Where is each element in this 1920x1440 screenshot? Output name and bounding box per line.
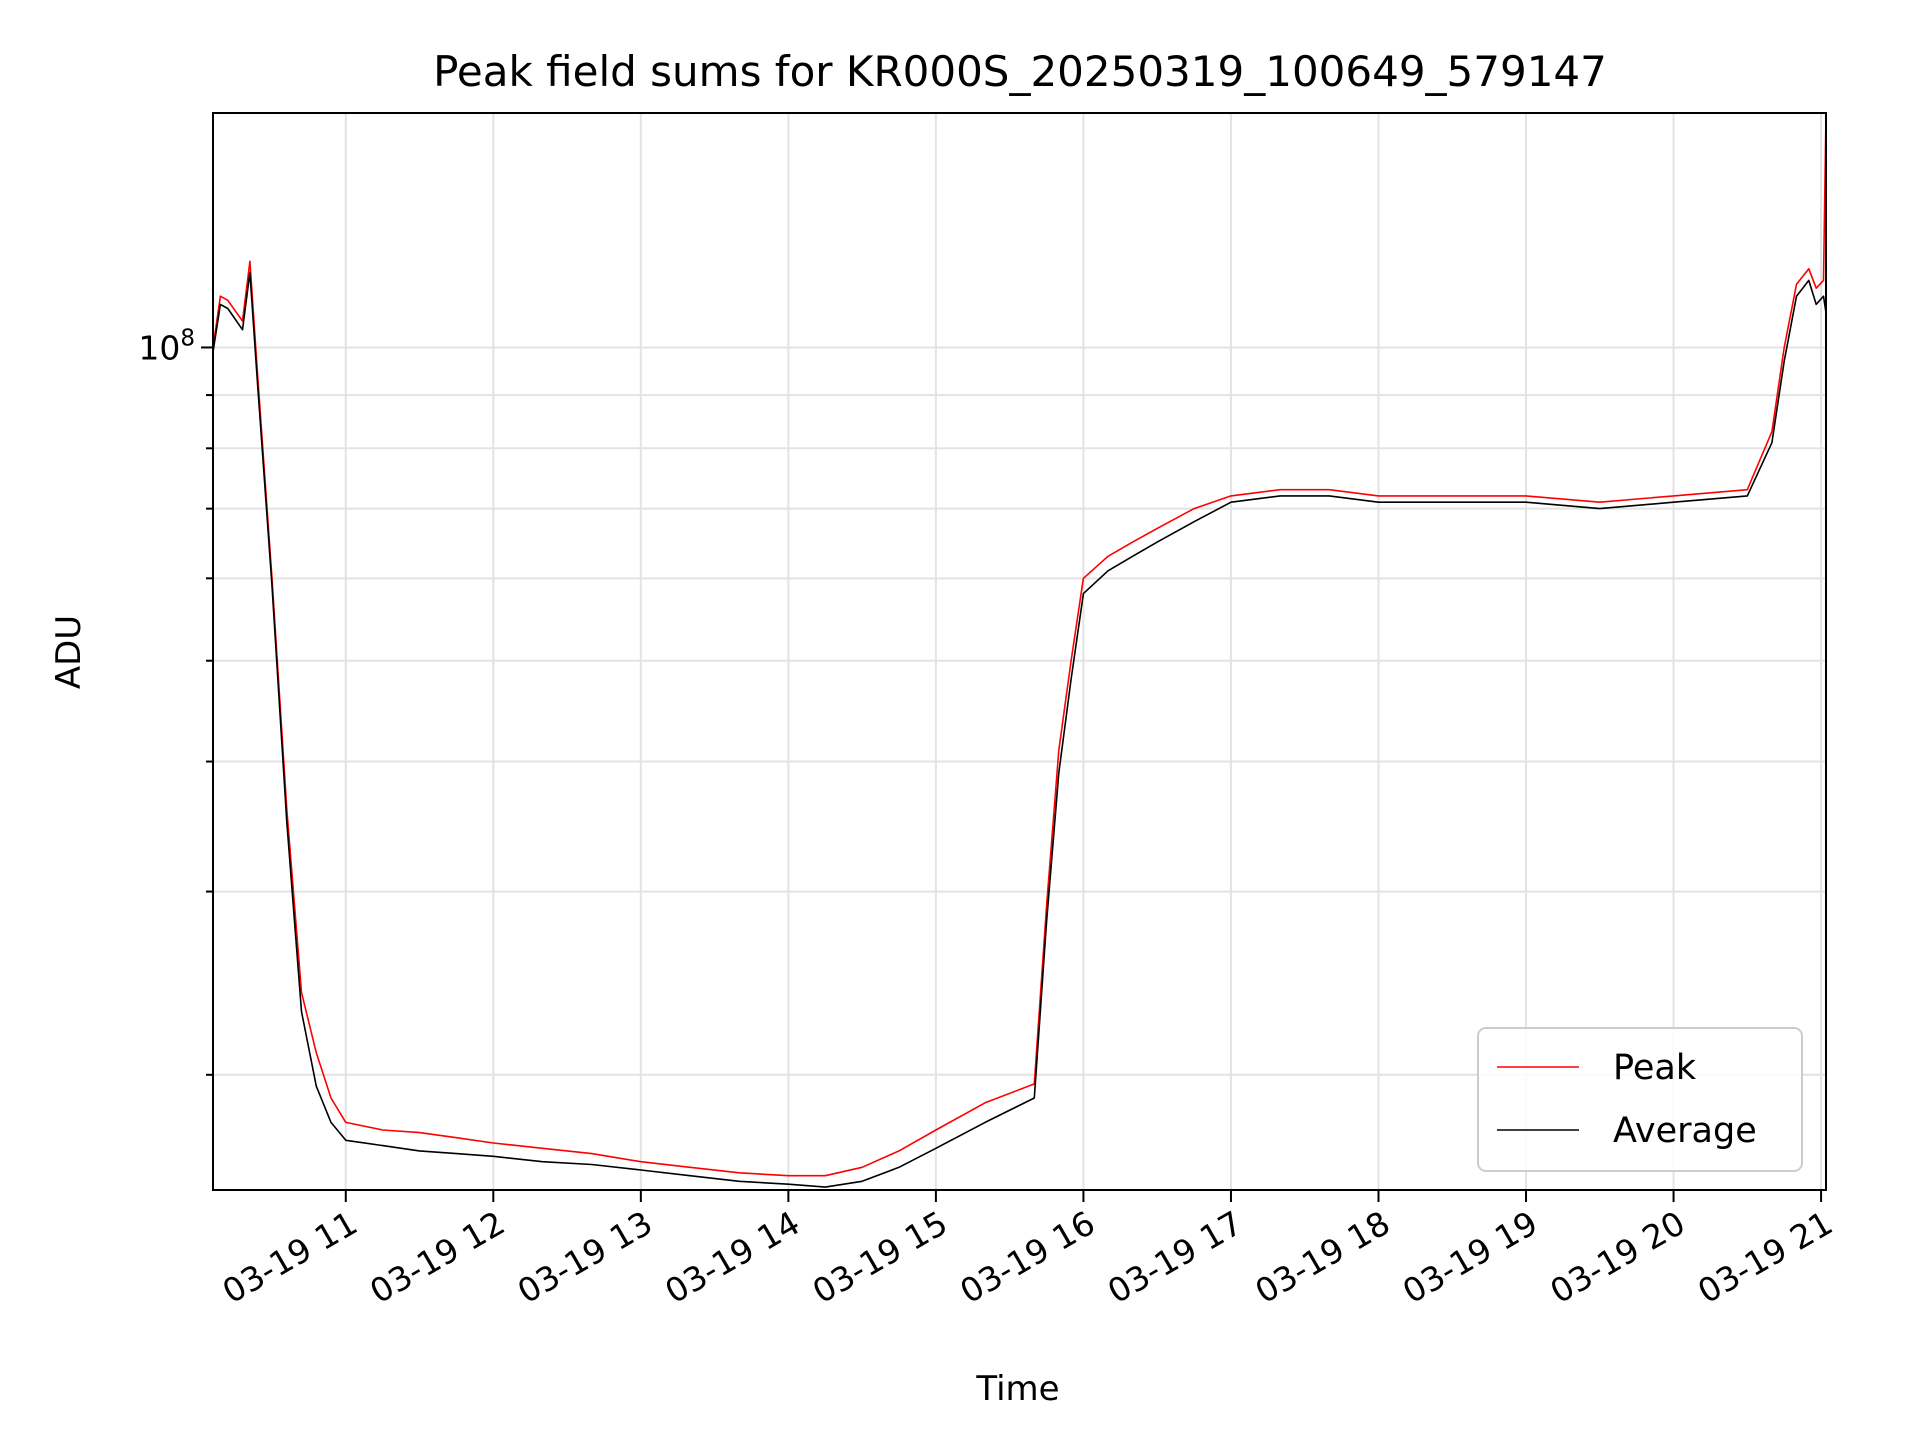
- legend: Peak Average: [1477, 1027, 1803, 1172]
- legend-peak-label: Peak: [1613, 1048, 1697, 1088]
- y-tick-label: 108: [138, 325, 195, 367]
- series-average-line: [212, 271, 1827, 1188]
- legend-box: [1477, 1027, 1803, 1172]
- chart-title: Peak field sums for KR000S_20250319_1006…: [433, 47, 1607, 96]
- legend-average-label: Average: [1613, 1111, 1757, 1151]
- plot-area-frame: [212, 112, 1827, 1191]
- grid: [213, 113, 1826, 1190]
- series-peak-line: [212, 112, 1827, 1177]
- series-layer: [212, 112, 1827, 1188]
- x-axis-label: Time: [975, 1369, 1059, 1409]
- y-axis-label: ADU: [49, 615, 89, 689]
